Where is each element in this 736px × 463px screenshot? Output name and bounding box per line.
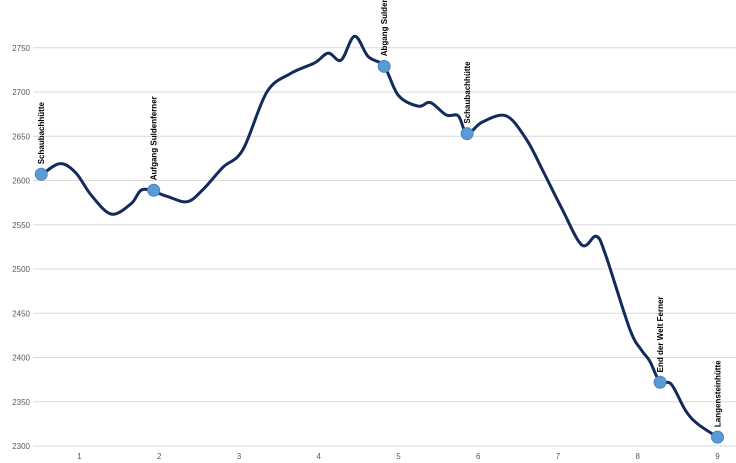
- x-tick-label: 9: [715, 452, 720, 461]
- waypoint-label: End der Welt Ferner: [656, 296, 665, 372]
- x-tick-label: 5: [396, 452, 401, 461]
- waypoint-marker: [34, 167, 48, 181]
- waypoint-label: Langensteinhütte: [714, 360, 723, 427]
- waypoint-markers: [34, 59, 724, 444]
- waypoint-label: Abgang Suldenferner: [380, 0, 389, 56]
- y-tick-label: 2700: [12, 88, 30, 97]
- x-axis-ticks: 1 2 3 4 5 6 7 8 9: [77, 452, 720, 461]
- y-axis-ticks: 2300 2350 2400 2450 2500 2550 2600 2650 2700 2750: [12, 44, 30, 451]
- x-tick-label: 6: [476, 452, 481, 461]
- x-tick-label: 1: [77, 452, 82, 461]
- elevation-series: [39, 34, 719, 439]
- y-tick-label: 2400: [12, 354, 30, 363]
- y-tick-label: 2300: [12, 442, 30, 451]
- waypoint-marker: [377, 59, 391, 73]
- waypoint-label: Schaubachhütte: [463, 61, 472, 124]
- x-tick-label: 8: [636, 452, 641, 461]
- y-tick-label: 2500: [12, 265, 30, 274]
- x-tick-label: 3: [237, 452, 242, 461]
- gridlines: [33, 47, 736, 447]
- y-tick-label: 2650: [12, 132, 30, 141]
- y-tick-label: 2600: [12, 177, 30, 186]
- waypoint-marker: [147, 183, 161, 197]
- waypoint-marker: [653, 375, 667, 389]
- x-tick-label: 7: [556, 452, 561, 461]
- y-tick-label: 2750: [12, 44, 30, 53]
- y-tick-label: 2550: [12, 221, 30, 230]
- waypoint-marker: [711, 430, 724, 444]
- y-tick-label: 2350: [12, 398, 30, 407]
- y-tick-label: 2450: [12, 309, 30, 318]
- waypoint-marker: [460, 127, 474, 141]
- elevation-line: [39, 34, 719, 439]
- waypoint-label: Schaubachhütte: [37, 101, 46, 164]
- x-tick-label: 4: [317, 452, 322, 461]
- waypoint-labels: Schaubachhütte Aufgang Suldenferner Abgang…: [37, 0, 722, 427]
- x-tick-label: 2: [157, 452, 162, 461]
- waypoint-label: Aufgang Suldenferner: [150, 96, 159, 180]
